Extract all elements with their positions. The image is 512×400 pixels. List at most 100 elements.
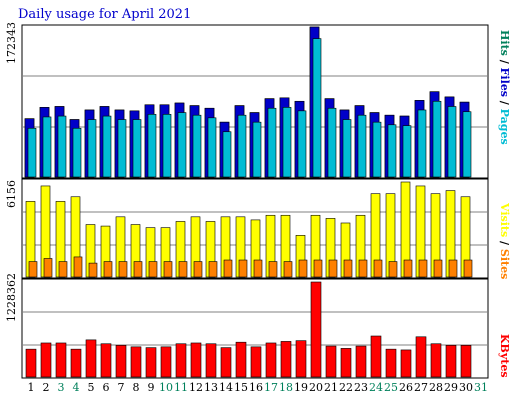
bar-kbytes — [340, 348, 352, 378]
x-tick-label: 14 — [219, 381, 233, 394]
x-tick-label: 2 — [43, 381, 50, 394]
x-tick-label: 12 — [189, 381, 203, 394]
bar-pages — [297, 110, 307, 178]
bar-kbytes — [190, 342, 202, 378]
bar-sites — [223, 259, 233, 278]
x-tick-label: 18 — [279, 381, 293, 394]
bar-kbytes — [250, 346, 262, 378]
bar-sites — [73, 256, 83, 278]
bar-sites — [253, 259, 263, 278]
bar-pages — [357, 114, 367, 178]
bar-pages — [417, 109, 427, 178]
x-tick-label: 9 — [148, 381, 155, 394]
bar-kbytes — [445, 344, 457, 378]
bar-pages — [237, 114, 247, 178]
x-tick-label: 8 — [133, 381, 140, 394]
bar-kbytes — [160, 346, 172, 378]
bar-sites — [328, 259, 338, 278]
legend-files: Files — [498, 68, 511, 97]
bar-sites — [43, 258, 53, 278]
legend-pages: Pages — [498, 109, 511, 145]
legend-hits: Hits — [498, 30, 511, 56]
bar-pages — [342, 119, 352, 178]
bar-sites — [28, 261, 38, 278]
x-tick-label: 4 — [73, 381, 80, 394]
bar-kbytes — [355, 345, 367, 378]
legend-kbytes: KBytes — [498, 334, 511, 378]
x-tick-labels: 1 2 3 4 5 6 7 8 9 10 11 12 13 14 15 16 17 18 19 20 21 22 23 24 2… — [28, 381, 489, 394]
bar-kbytes — [280, 341, 292, 378]
bar-pages — [72, 127, 82, 178]
bar-kbytes — [460, 344, 472, 378]
bar-kbytes — [205, 343, 217, 378]
bar-sites — [343, 259, 353, 278]
x-tick-label: 1 — [28, 381, 35, 394]
bar-kbytes — [145, 347, 157, 378]
x-tick-label: 6 — [103, 381, 110, 394]
bar-sites — [178, 261, 188, 278]
bar-kbytes — [70, 348, 82, 378]
x-tick-label: 19 — [294, 381, 308, 394]
bar-pages — [282, 107, 292, 178]
bar-kbytes — [370, 335, 382, 378]
bar-sites — [433, 259, 443, 278]
bar-pages — [147, 114, 157, 178]
bar-pages — [222, 131, 232, 178]
bar-kbytes — [415, 336, 427, 378]
bar-sites — [238, 259, 248, 278]
bar-sites — [418, 259, 428, 278]
bar-pages — [57, 115, 67, 178]
bar-pages — [162, 114, 172, 178]
legend-separator: / — [498, 60, 511, 65]
bar-sites — [448, 259, 458, 278]
bar-pages — [267, 107, 277, 178]
bar-pages — [402, 125, 412, 178]
bar-kbytes — [100, 343, 112, 378]
bar-kbytes — [40, 342, 52, 378]
bar-kbytes — [295, 340, 307, 378]
bar-pages — [117, 119, 127, 178]
bar-pages — [177, 112, 187, 178]
bar-pages — [312, 38, 322, 178]
x-tick-label: 15 — [234, 381, 248, 394]
bars-layer — [24, 26, 473, 378]
bar-sites — [403, 259, 413, 278]
bar-kbytes — [385, 348, 397, 378]
bar-sites — [118, 261, 128, 278]
ymax-label-kbytes: 1228362 — [5, 273, 18, 322]
bar-kbytes — [175, 343, 187, 378]
bar-kbytes — [310, 281, 322, 378]
bar-sites — [193, 261, 203, 278]
bar-kbytes — [400, 349, 412, 378]
bar-sites — [208, 261, 218, 278]
legend-separator: / — [498, 241, 511, 246]
x-tick-label: 29 — [444, 381, 458, 394]
bar-sites — [298, 259, 308, 278]
bar-kbytes — [430, 343, 442, 378]
x-tick-label: 7 — [118, 381, 125, 394]
x-tick-label: 21 — [324, 381, 338, 394]
bar-sites — [373, 259, 383, 278]
x-tick-label: 17 — [264, 381, 278, 394]
x-tick-label: 5 — [88, 381, 95, 394]
bar-sites — [148, 261, 158, 278]
bar-sites — [163, 261, 173, 278]
bar-sites — [268, 261, 278, 278]
bar-sites — [133, 261, 143, 278]
x-tick-label: 31 — [474, 381, 488, 394]
bar-sites — [58, 261, 68, 278]
legend-hits-files-pages: Hits / Files / Pages — [498, 30, 511, 145]
bar-sites — [313, 259, 323, 278]
bar-pages — [252, 121, 262, 178]
x-tick-label: 20 — [309, 381, 323, 394]
bar-kbytes — [55, 342, 67, 378]
bar-sites — [463, 259, 473, 278]
x-tick-label: 11 — [174, 381, 188, 394]
legend-sites: Sites — [498, 249, 511, 279]
bar-kbytes — [325, 345, 337, 378]
bar-pages — [42, 116, 52, 178]
bar-kbytes — [85, 339, 97, 378]
bar-pages — [372, 121, 382, 178]
bar-kbytes — [235, 341, 247, 378]
bar-kbytes — [115, 344, 127, 378]
